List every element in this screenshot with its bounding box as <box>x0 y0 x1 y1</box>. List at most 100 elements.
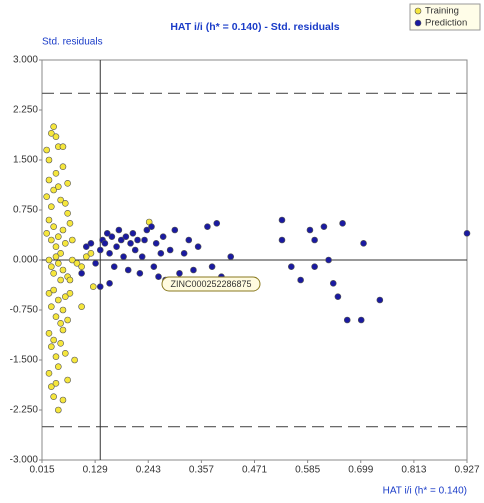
data-point <box>68 236 76 244</box>
data-point <box>45 216 53 224</box>
data-point <box>50 336 57 344</box>
data-point <box>55 296 62 304</box>
data-point <box>96 246 104 254</box>
data-point <box>141 236 148 244</box>
data-point <box>71 356 78 364</box>
data-point <box>50 123 57 130</box>
y-tick-label: -0.750 <box>10 305 39 316</box>
data-point <box>59 163 67 170</box>
data-point <box>59 266 67 274</box>
data-point <box>190 266 197 274</box>
x-tick-label: 0.471 <box>242 465 267 476</box>
data-point <box>59 143 67 150</box>
data-point <box>463 230 471 237</box>
data-point <box>138 253 146 260</box>
data-point <box>87 240 95 247</box>
data-point <box>152 240 160 247</box>
data-point <box>52 380 60 387</box>
y-tick-label: 0.000 <box>13 255 38 266</box>
data-point <box>357 316 365 324</box>
data-point <box>82 253 90 260</box>
data-point <box>159 233 167 240</box>
data-point <box>64 210 71 217</box>
y-tick-label: -2.250 <box>10 405 39 416</box>
data-point <box>48 203 55 210</box>
data-point <box>68 256 76 264</box>
data-point <box>148 223 155 230</box>
data-point <box>227 253 235 260</box>
data-point <box>64 376 71 384</box>
data-point <box>180 250 188 257</box>
data-point <box>52 133 60 140</box>
data-point <box>376 296 384 304</box>
data-point <box>106 250 113 257</box>
data-point <box>122 233 130 240</box>
data-point <box>50 223 57 230</box>
data-point <box>343 316 351 324</box>
data-point <box>59 226 67 234</box>
data-point <box>360 240 367 247</box>
legend-marker <box>414 7 422 15</box>
data-point <box>62 293 69 300</box>
data-point <box>288 263 295 270</box>
data-point <box>278 216 286 224</box>
y-tick-label: 2.250 <box>13 105 38 116</box>
data-point <box>66 290 74 297</box>
data-point <box>52 170 60 177</box>
data-point <box>311 263 318 270</box>
data-point <box>48 303 55 310</box>
data-point <box>89 283 97 290</box>
data-point <box>113 243 120 250</box>
data-point <box>48 383 55 390</box>
legend-label: Training <box>425 6 459 17</box>
data-point <box>92 260 99 267</box>
data-point <box>66 276 74 284</box>
data-point <box>334 293 342 300</box>
data-point <box>45 256 53 264</box>
data-point <box>103 230 111 237</box>
data-point <box>129 230 137 237</box>
data-point <box>306 226 314 234</box>
annotation-box <box>161 276 261 292</box>
data-point <box>62 350 69 357</box>
x-tick-label: 0.129 <box>83 465 108 476</box>
data-point <box>82 243 90 250</box>
data-point <box>50 393 57 400</box>
data-point <box>52 353 60 360</box>
data-point <box>45 370 53 377</box>
legend-box <box>409 3 481 31</box>
data-point <box>176 270 183 277</box>
data-point <box>297 276 304 284</box>
data-point <box>45 176 53 184</box>
data-point <box>213 220 221 227</box>
legend-marker <box>414 19 422 27</box>
data-point <box>101 240 109 247</box>
data-point <box>57 276 64 284</box>
y-tick-label: -1.500 <box>10 355 39 366</box>
data-point <box>64 316 71 324</box>
annotation-text: ZINC000252286875 <box>170 279 251 289</box>
data-point <box>57 250 64 257</box>
data-point <box>55 406 62 414</box>
x-tick-label: 0.585 <box>295 465 320 476</box>
data-point <box>208 263 216 270</box>
data-point <box>55 183 62 190</box>
data-point <box>62 240 69 247</box>
data-point <box>57 320 64 327</box>
data-point <box>136 270 144 277</box>
data-point <box>78 270 85 277</box>
data-point <box>204 223 211 230</box>
data-point <box>96 283 104 290</box>
data-point <box>78 303 85 310</box>
data-point <box>52 313 60 320</box>
data-point <box>45 156 53 164</box>
data-point <box>43 146 50 154</box>
data-point <box>62 200 69 207</box>
data-point <box>57 340 64 347</box>
y-axis-label: Std. residuals <box>42 37 103 48</box>
data-point <box>171 226 179 234</box>
data-point <box>185 236 193 244</box>
data-point <box>50 186 57 194</box>
data-point <box>55 233 62 240</box>
